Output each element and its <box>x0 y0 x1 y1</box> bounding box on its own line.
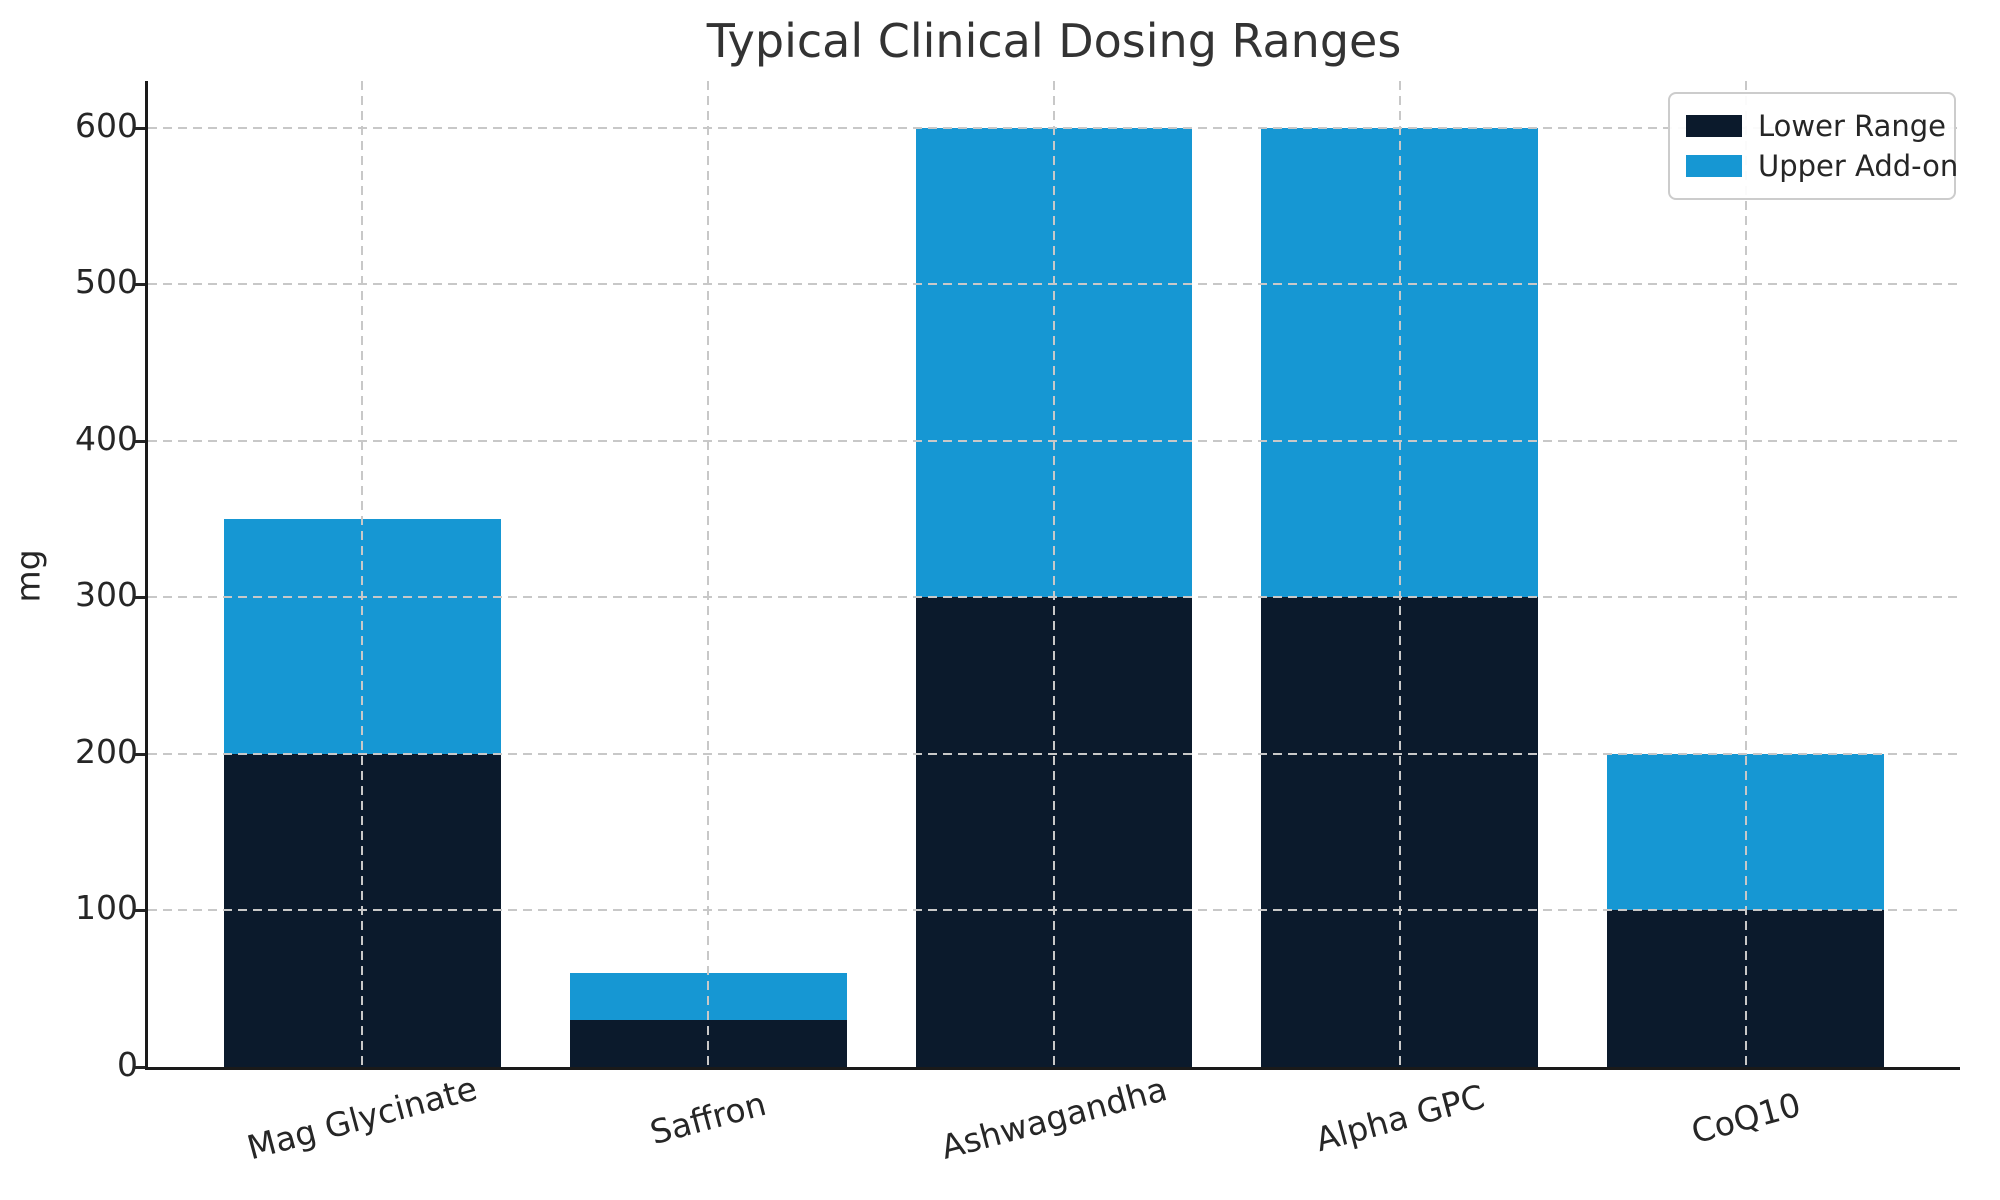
y-tick-label: 200 <box>75 731 138 771</box>
y-tick-label: 400 <box>75 418 138 458</box>
x-tick-label: Saffron <box>646 1083 771 1153</box>
y-tick-mark <box>135 909 145 913</box>
plot-area <box>135 81 1960 1070</box>
legend-swatch-lower-range <box>1686 115 1742 137</box>
legend-row: Lower Range <box>1686 106 1954 146</box>
y-tick-label: 500 <box>75 262 138 302</box>
y-tick-mark <box>135 596 145 600</box>
y-tick-mark <box>135 752 145 756</box>
vertical-gridline <box>1744 81 1747 1067</box>
y-tick-mark <box>135 1066 145 1069</box>
x-tick-label: Ashwagandha <box>936 1069 1172 1167</box>
vertical-gridline <box>1398 81 1401 1067</box>
y-tick-label: 0 <box>117 1045 138 1084</box>
x-tick-label: CoQ10 <box>1686 1084 1805 1152</box>
y-tick-label: 300 <box>75 575 138 615</box>
x-tick-label: Mag Glycinate <box>243 1068 482 1168</box>
y-tick-mark <box>135 439 145 443</box>
vertical-gridline <box>361 81 364 1067</box>
vertical-gridline <box>707 81 710 1067</box>
y-tick-mark <box>135 126 145 130</box>
x-axis-spine <box>145 1067 1960 1070</box>
legend-label: Upper Add-on <box>1758 149 1959 183</box>
y-tick-label: 600 <box>75 105 138 145</box>
legend-swatch-upper-addon <box>1686 155 1742 177</box>
y-axis-spine <box>145 81 148 1070</box>
chart-title: Typical Clinical Dosing Ranges <box>706 14 1402 68</box>
legend: Lower Range Upper Add-on <box>1668 92 1958 200</box>
legend-label: Lower Range <box>1758 109 1947 143</box>
y-tick-label: 100 <box>75 888 138 928</box>
legend-row: Upper Add-on <box>1686 146 1958 186</box>
x-tick-label: Alpha GPC <box>1311 1076 1489 1160</box>
y-tick-mark <box>135 283 145 287</box>
vertical-gridline <box>1053 81 1055 1067</box>
